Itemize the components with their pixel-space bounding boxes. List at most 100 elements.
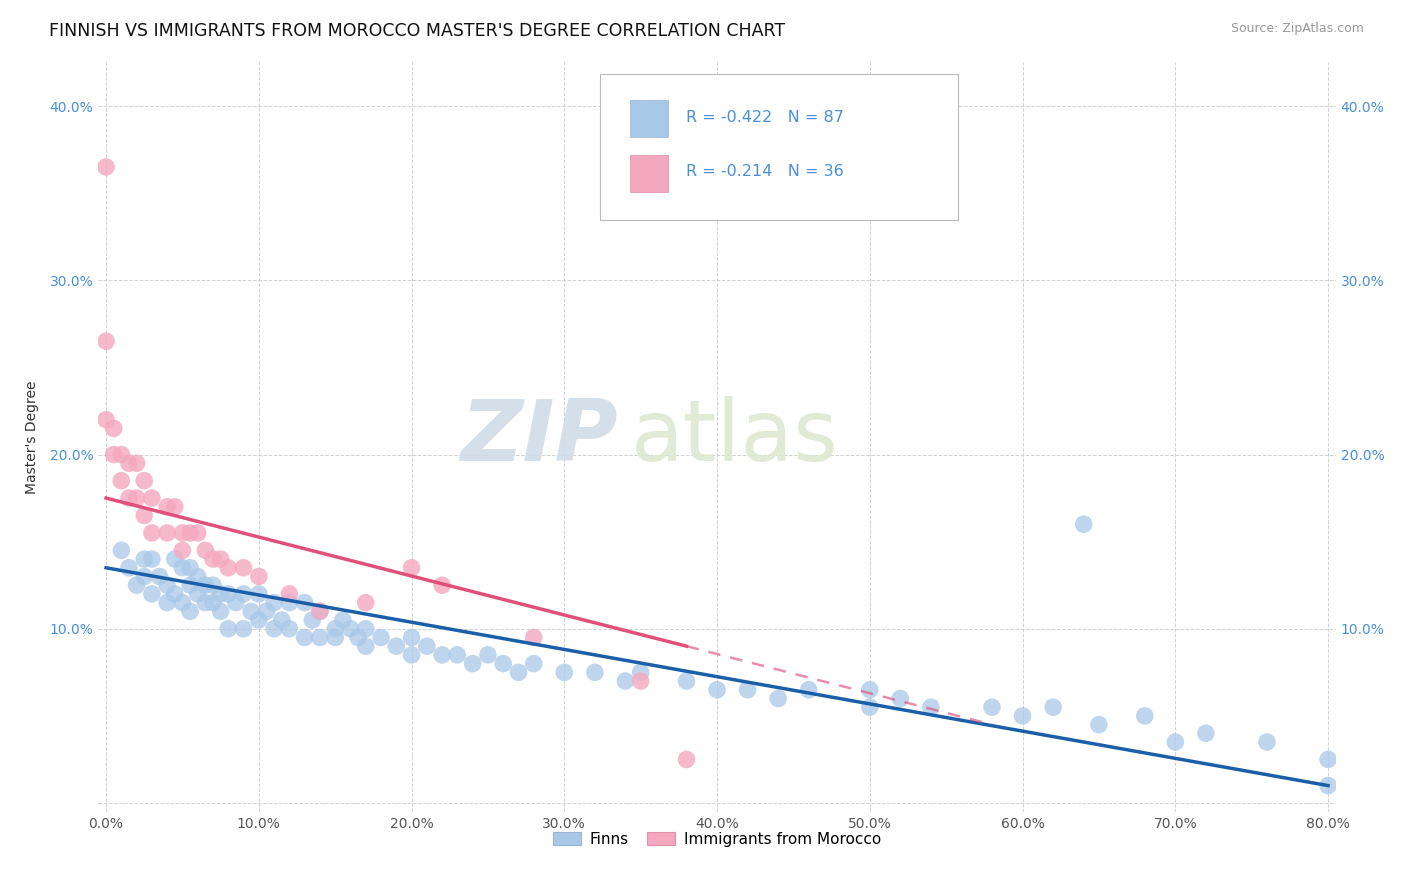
Point bbox=[1317, 752, 1340, 766]
Point bbox=[309, 604, 332, 618]
Point bbox=[309, 631, 332, 645]
Point bbox=[118, 491, 141, 505]
Point bbox=[156, 596, 179, 610]
Point bbox=[209, 587, 232, 601]
Y-axis label: Master's Degree: Master's Degree bbox=[24, 380, 38, 494]
Point bbox=[172, 543, 194, 558]
Point bbox=[179, 525, 201, 540]
Bar bbox=[630, 100, 668, 137]
Text: R = -0.214   N = 36: R = -0.214 N = 36 bbox=[686, 163, 844, 178]
Point bbox=[630, 673, 652, 688]
Point bbox=[278, 622, 301, 636]
Point bbox=[523, 657, 546, 671]
Point bbox=[134, 508, 156, 523]
Point bbox=[430, 578, 453, 592]
Point bbox=[294, 596, 316, 610]
Point bbox=[323, 622, 346, 636]
Point bbox=[141, 491, 163, 505]
Point bbox=[94, 334, 117, 349]
Bar bbox=[630, 154, 668, 192]
Point bbox=[523, 631, 546, 645]
Point bbox=[172, 525, 194, 540]
Point bbox=[859, 682, 882, 697]
Point bbox=[630, 665, 652, 680]
Point bbox=[172, 561, 194, 575]
Point bbox=[201, 578, 224, 592]
Point bbox=[920, 700, 942, 714]
Point bbox=[354, 622, 377, 636]
Point bbox=[94, 160, 117, 174]
Point bbox=[110, 448, 132, 462]
Point bbox=[134, 552, 156, 566]
Point bbox=[256, 604, 278, 618]
Point bbox=[430, 648, 453, 662]
Point bbox=[110, 474, 132, 488]
Point bbox=[301, 613, 323, 627]
Point bbox=[339, 622, 361, 636]
Point bbox=[508, 665, 530, 680]
Point bbox=[125, 456, 148, 470]
Point bbox=[179, 604, 201, 618]
Point bbox=[179, 561, 201, 575]
Point bbox=[209, 604, 232, 618]
Point bbox=[103, 421, 125, 435]
Point bbox=[187, 587, 209, 601]
Point bbox=[134, 569, 156, 583]
Point bbox=[492, 657, 515, 671]
Point bbox=[148, 569, 170, 583]
Text: R = -0.422   N = 87: R = -0.422 N = 87 bbox=[686, 110, 844, 125]
Point bbox=[247, 613, 270, 627]
Point bbox=[294, 631, 316, 645]
Point bbox=[179, 578, 201, 592]
Point bbox=[217, 587, 239, 601]
Point bbox=[323, 631, 346, 645]
Point bbox=[416, 639, 439, 653]
Point bbox=[401, 631, 423, 645]
Point bbox=[141, 525, 163, 540]
Point bbox=[347, 631, 370, 645]
Point bbox=[232, 561, 254, 575]
Point bbox=[201, 552, 224, 566]
Point bbox=[1256, 735, 1278, 749]
Point bbox=[187, 569, 209, 583]
Point bbox=[766, 691, 789, 706]
Point bbox=[477, 648, 499, 662]
Point bbox=[194, 578, 217, 592]
Point bbox=[981, 700, 1004, 714]
Point bbox=[309, 604, 332, 618]
Point bbox=[94, 412, 117, 426]
Point bbox=[141, 552, 163, 566]
Point bbox=[125, 578, 148, 592]
Point bbox=[1195, 726, 1218, 740]
Point bbox=[247, 569, 270, 583]
Point bbox=[232, 622, 254, 636]
Point bbox=[217, 561, 239, 575]
Point bbox=[401, 561, 423, 575]
Point bbox=[370, 631, 392, 645]
Point bbox=[354, 596, 377, 610]
Point bbox=[401, 648, 423, 662]
Point bbox=[187, 525, 209, 540]
Text: atlas: atlas bbox=[630, 395, 838, 479]
Point bbox=[110, 543, 132, 558]
Point bbox=[614, 673, 637, 688]
Point bbox=[125, 491, 148, 505]
Point bbox=[156, 500, 179, 514]
Point bbox=[263, 596, 285, 610]
Point bbox=[163, 587, 186, 601]
Point bbox=[332, 613, 354, 627]
Point bbox=[118, 561, 141, 575]
Point bbox=[354, 639, 377, 653]
Point bbox=[859, 700, 882, 714]
Text: FINNISH VS IMMIGRANTS FROM MOROCCO MASTER'S DEGREE CORRELATION CHART: FINNISH VS IMMIGRANTS FROM MOROCCO MASTE… bbox=[49, 22, 786, 40]
Point bbox=[270, 613, 292, 627]
Legend: Finns, Immigrants from Morocco: Finns, Immigrants from Morocco bbox=[547, 825, 887, 853]
Point bbox=[385, 639, 408, 653]
Point bbox=[172, 596, 194, 610]
Point bbox=[1317, 779, 1340, 793]
Point bbox=[209, 552, 232, 566]
Point bbox=[675, 673, 697, 688]
Point bbox=[737, 682, 759, 697]
Point bbox=[217, 622, 239, 636]
Point bbox=[278, 596, 301, 610]
